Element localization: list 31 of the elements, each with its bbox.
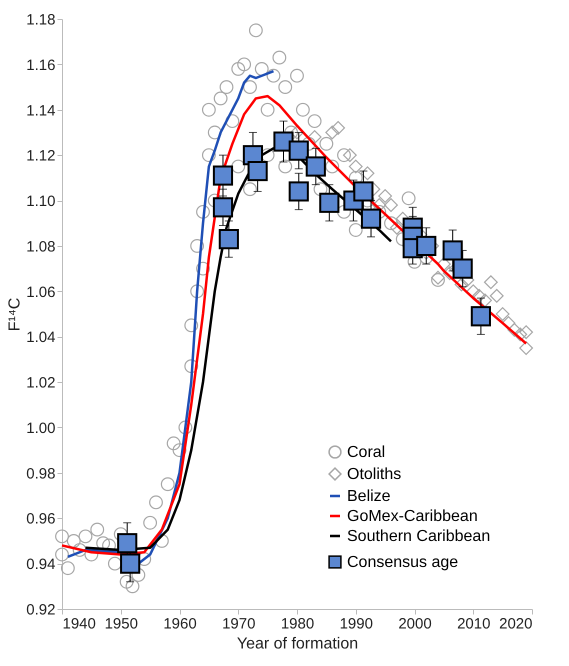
- legend-label: Otoliths: [347, 466, 402, 483]
- y-tick-label: 0.92: [26, 602, 56, 618]
- x-tick-label: 1950: [104, 616, 138, 632]
- x-tick-label: 2020: [499, 616, 532, 632]
- y-tick-label: 0.94: [26, 556, 56, 574]
- y-tick-label: 1.06: [26, 284, 56, 301]
- legend-label: Southern Caribbean: [347, 528, 490, 545]
- y-tick-label: 0.98: [26, 465, 56, 482]
- y-tick-label: 1.14: [26, 102, 56, 120]
- x-tick-label: 2010: [457, 616, 490, 632]
- y-axis-title: F¹⁴C: [6, 298, 24, 332]
- legend-label: Coral: [347, 444, 386, 461]
- y-tick-label: 1.00: [26, 420, 56, 437]
- x-tick-label: 1970: [222, 616, 256, 632]
- legend-label: Consensus age: [347, 554, 458, 571]
- x-tick-label: 1960: [163, 616, 197, 632]
- y-tick-label: 0.96: [26, 510, 56, 528]
- x-tick-label: 1980: [280, 616, 314, 632]
- y-tick-label: 1.08: [26, 238, 56, 256]
- legend-label: GoMex-Caribbean: [347, 508, 478, 525]
- x-tick-label: 1990: [340, 616, 373, 632]
- x-axis-title: Year of formation: [236, 636, 358, 652]
- y-tick-label: 1.16: [26, 56, 56, 74]
- legend-label: Belize: [347, 488, 391, 505]
- y-tick-label: 1.18: [26, 12, 56, 28]
- y-tick-label: 1.10: [26, 193, 56, 210]
- y-tick-label: 1.04: [26, 329, 56, 346]
- x-tick-label: 2000: [398, 616, 432, 632]
- x-tick-label: 1940: [62, 616, 96, 632]
- y-tick-label: 1.02: [26, 374, 56, 392]
- y-tick-label: 1.12: [26, 148, 56, 165]
